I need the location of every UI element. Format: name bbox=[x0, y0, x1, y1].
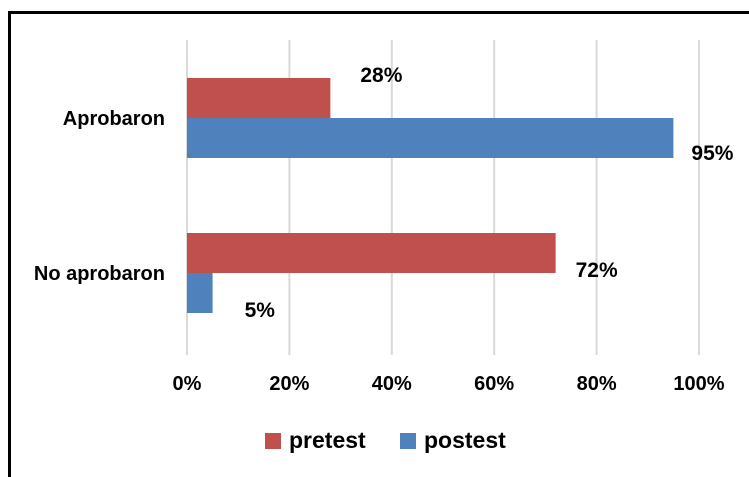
data-labels: 28% 95% 72% 5% bbox=[245, 64, 734, 322]
legend: pretest postest bbox=[265, 427, 506, 453]
chart-frame bbox=[8, 11, 749, 477]
data-label: 95% bbox=[691, 142, 733, 165]
grid-lines bbox=[186, 40, 700, 355]
legend-swatch-postest bbox=[400, 433, 416, 449]
bar-pretest bbox=[187, 78, 331, 118]
bars bbox=[187, 78, 674, 313]
data-label: 5% bbox=[245, 299, 276, 322]
data-label: 28% bbox=[360, 64, 402, 87]
x-tick-label: 0% bbox=[173, 373, 202, 395]
legend-swatch-pretest bbox=[265, 433, 281, 449]
bar-postest bbox=[187, 118, 674, 158]
x-tick-label: 20% bbox=[269, 373, 309, 395]
legend-label-pretest: pretest bbox=[289, 427, 366, 453]
x-tick-label: 100% bbox=[673, 373, 724, 395]
category-labels: Aprobaron No aprobaron bbox=[34, 108, 165, 285]
bar-postest bbox=[187, 273, 213, 313]
data-label: 72% bbox=[576, 259, 618, 282]
x-tick-label: 40% bbox=[372, 373, 412, 395]
x-tick-label: 60% bbox=[474, 373, 514, 395]
category-label: No aprobaron bbox=[34, 263, 165, 285]
legend-label-postest: postest bbox=[424, 427, 506, 453]
category-label: Aprobaron bbox=[63, 108, 165, 130]
x-tick-label: 80% bbox=[577, 373, 617, 395]
x-tick-labels: 0% 20% 40% 60% 80% 100% bbox=[173, 373, 725, 395]
bar-pretest bbox=[187, 233, 556, 273]
